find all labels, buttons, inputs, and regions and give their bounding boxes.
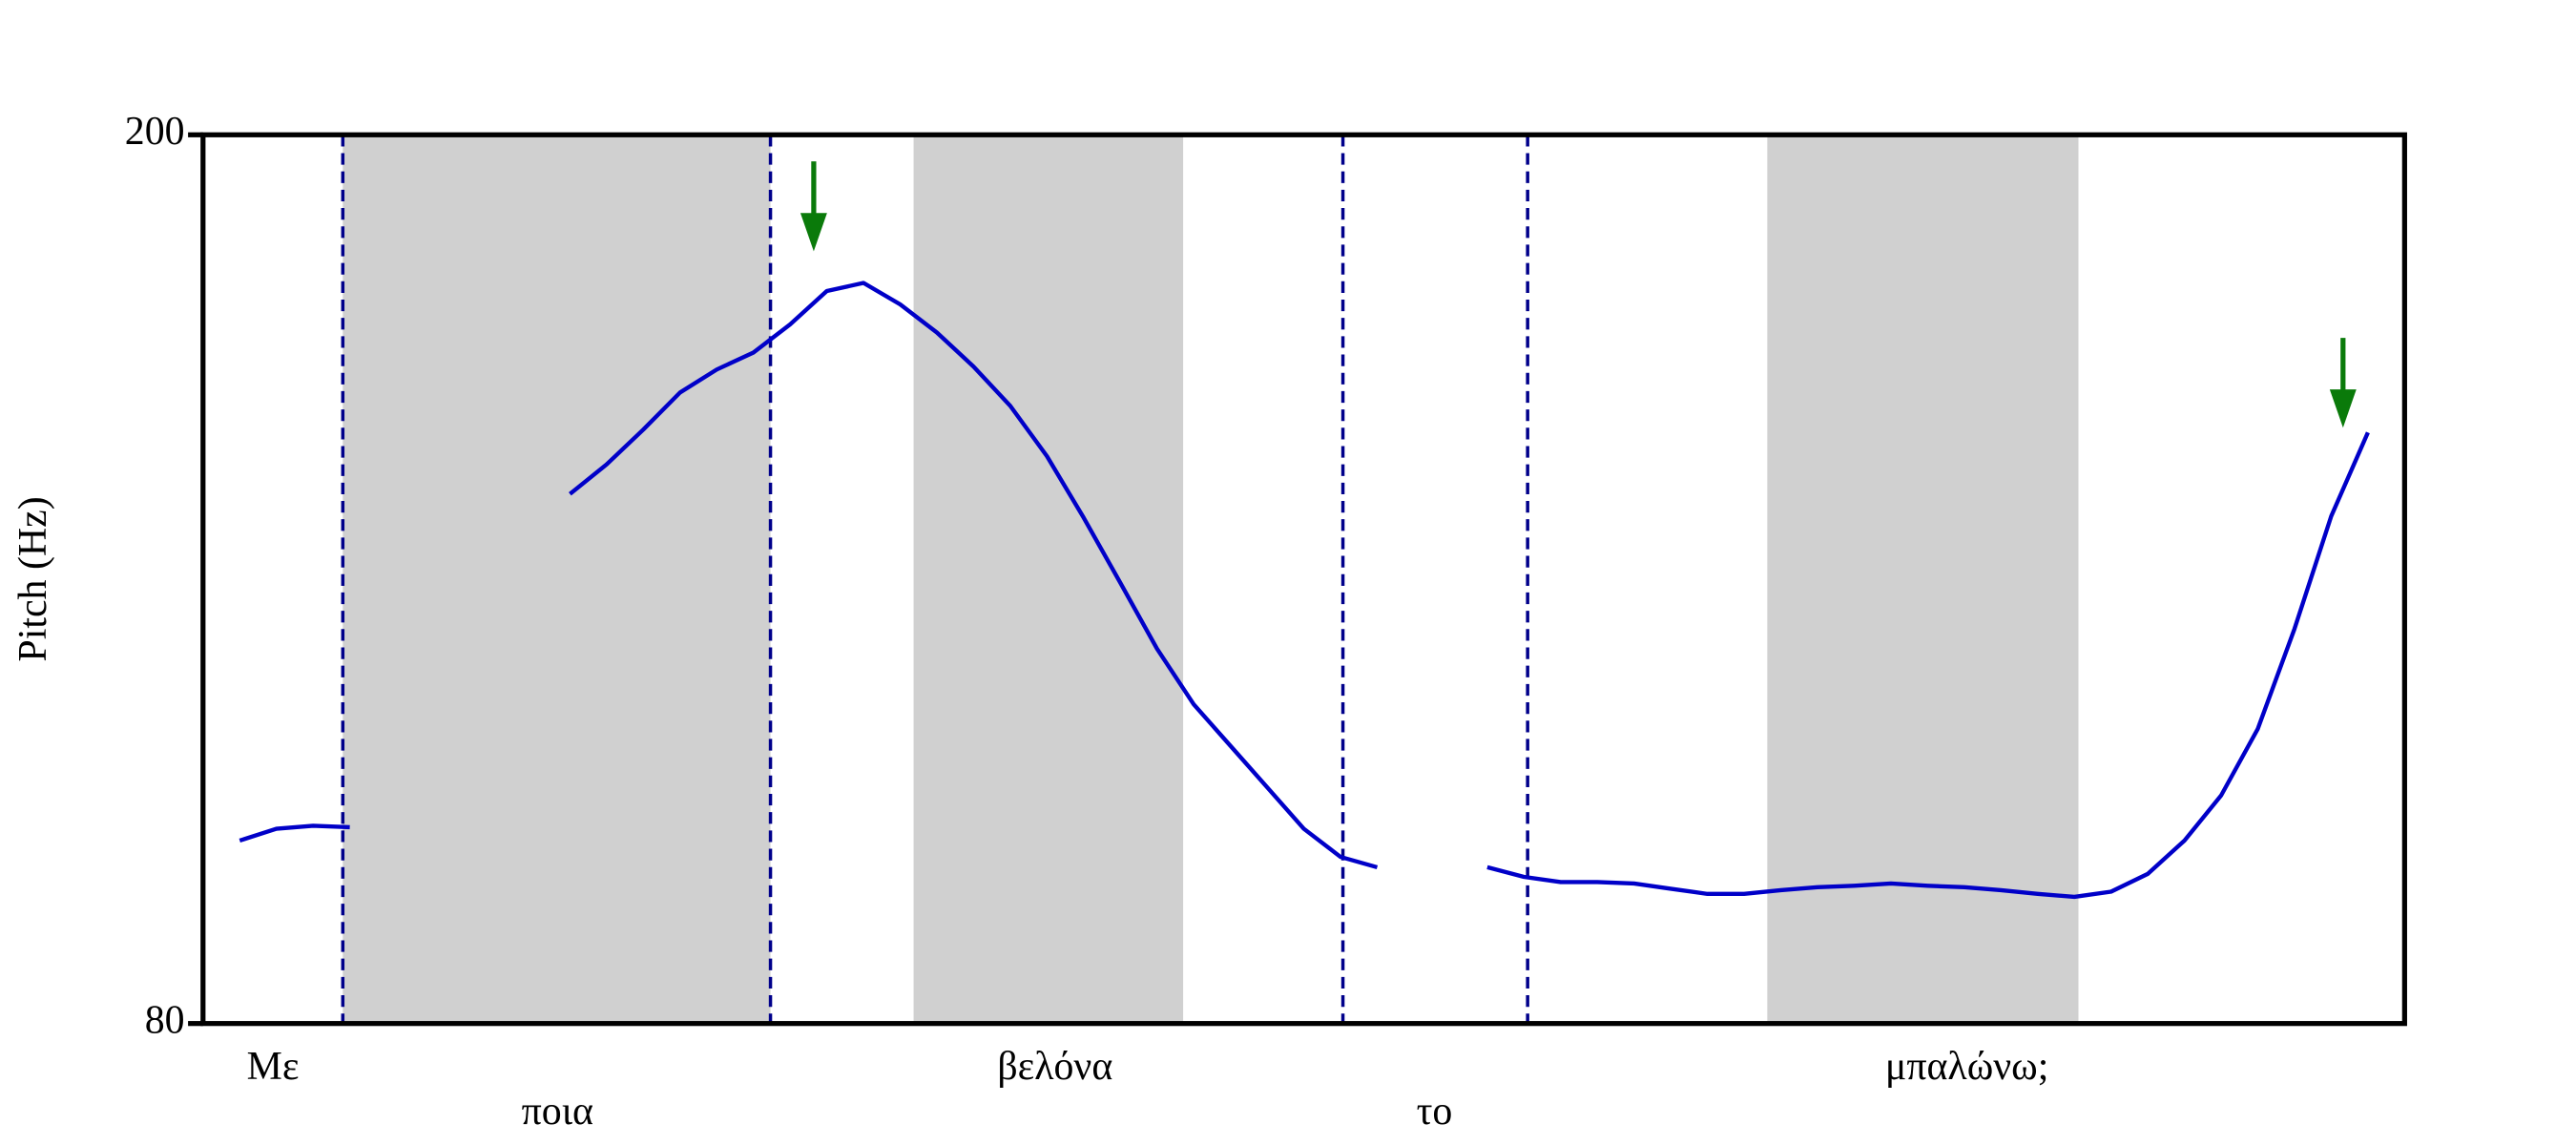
arrows xyxy=(800,161,2357,428)
word-label: μπαλώνω; xyxy=(1885,1045,2048,1089)
shading xyxy=(343,135,2079,1024)
arrow-head xyxy=(2329,389,2357,428)
word-label: ποια xyxy=(522,1090,593,1134)
pitch-contour xyxy=(239,281,2370,900)
arrow-head xyxy=(800,213,827,252)
interval-shade xyxy=(343,135,771,1024)
interval-shade xyxy=(913,135,1184,1024)
y-axis-label: Pitch (Hz) xyxy=(11,496,55,661)
interval-shade xyxy=(1767,135,2079,1024)
y-tick-label: 80 xyxy=(145,998,185,1042)
word-label: το xyxy=(1417,1090,1453,1134)
word-label: βελόνα xyxy=(997,1045,1112,1089)
y-tick-label: 200 xyxy=(125,110,185,154)
plot-frame xyxy=(200,132,2407,1027)
word-label: Με xyxy=(247,1045,300,1089)
